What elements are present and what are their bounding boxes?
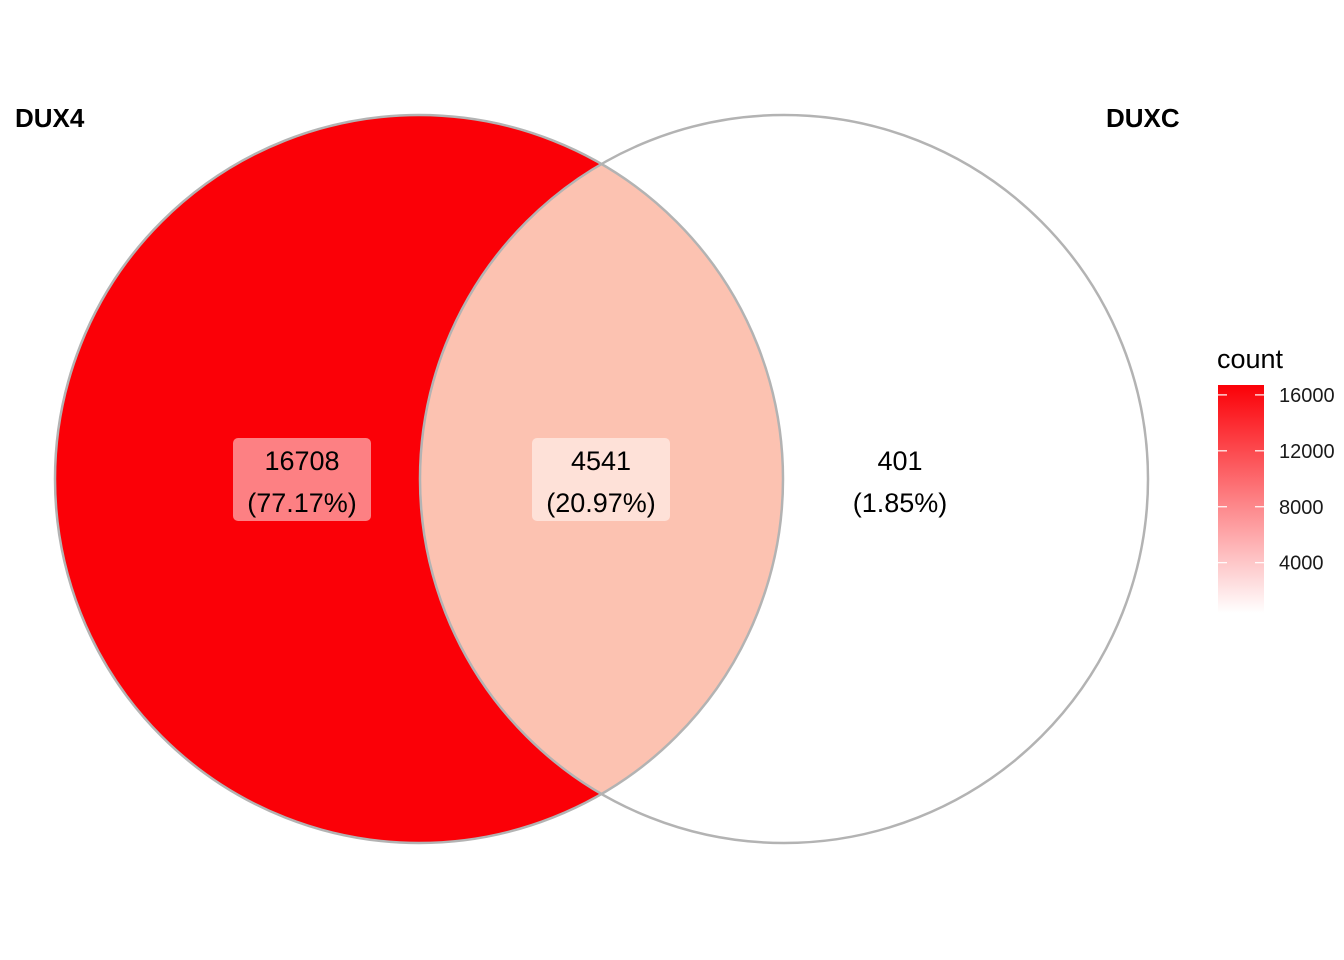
legend-tick-label: 12000 [1279,441,1335,463]
legend-tick-label: 4000 [1279,553,1324,575]
legend-tick-label: 8000 [1279,497,1324,519]
percent-dux4-only: (77.17%) [247,488,357,518]
percent-overlap: (20.97%) [546,488,656,518]
count-dux4-only: 16708 [264,446,339,476]
set-label-duxc: DUXC [1106,103,1180,133]
label-box-dux4-only [233,438,371,521]
legend-tick-label: 16000 [1279,385,1335,407]
legend-title: count [1217,344,1284,374]
set-label-dux4: DUX4 [15,103,85,133]
label-box-overlap [532,438,670,521]
duxc-outline [418,113,1150,845]
count-overlap: 4541 [571,446,631,476]
legend-ticks: 16000 12000 8000 4000 [1218,385,1335,575]
overlap-region [420,115,783,843]
dux4-outline [53,113,785,845]
percent-duxc-only: (1.85%) [853,488,948,518]
legend-colorbar [1218,385,1264,613]
count-duxc-only: 401 [877,446,922,476]
color-legend: count 16000 12000 8000 4000 [1217,344,1335,613]
